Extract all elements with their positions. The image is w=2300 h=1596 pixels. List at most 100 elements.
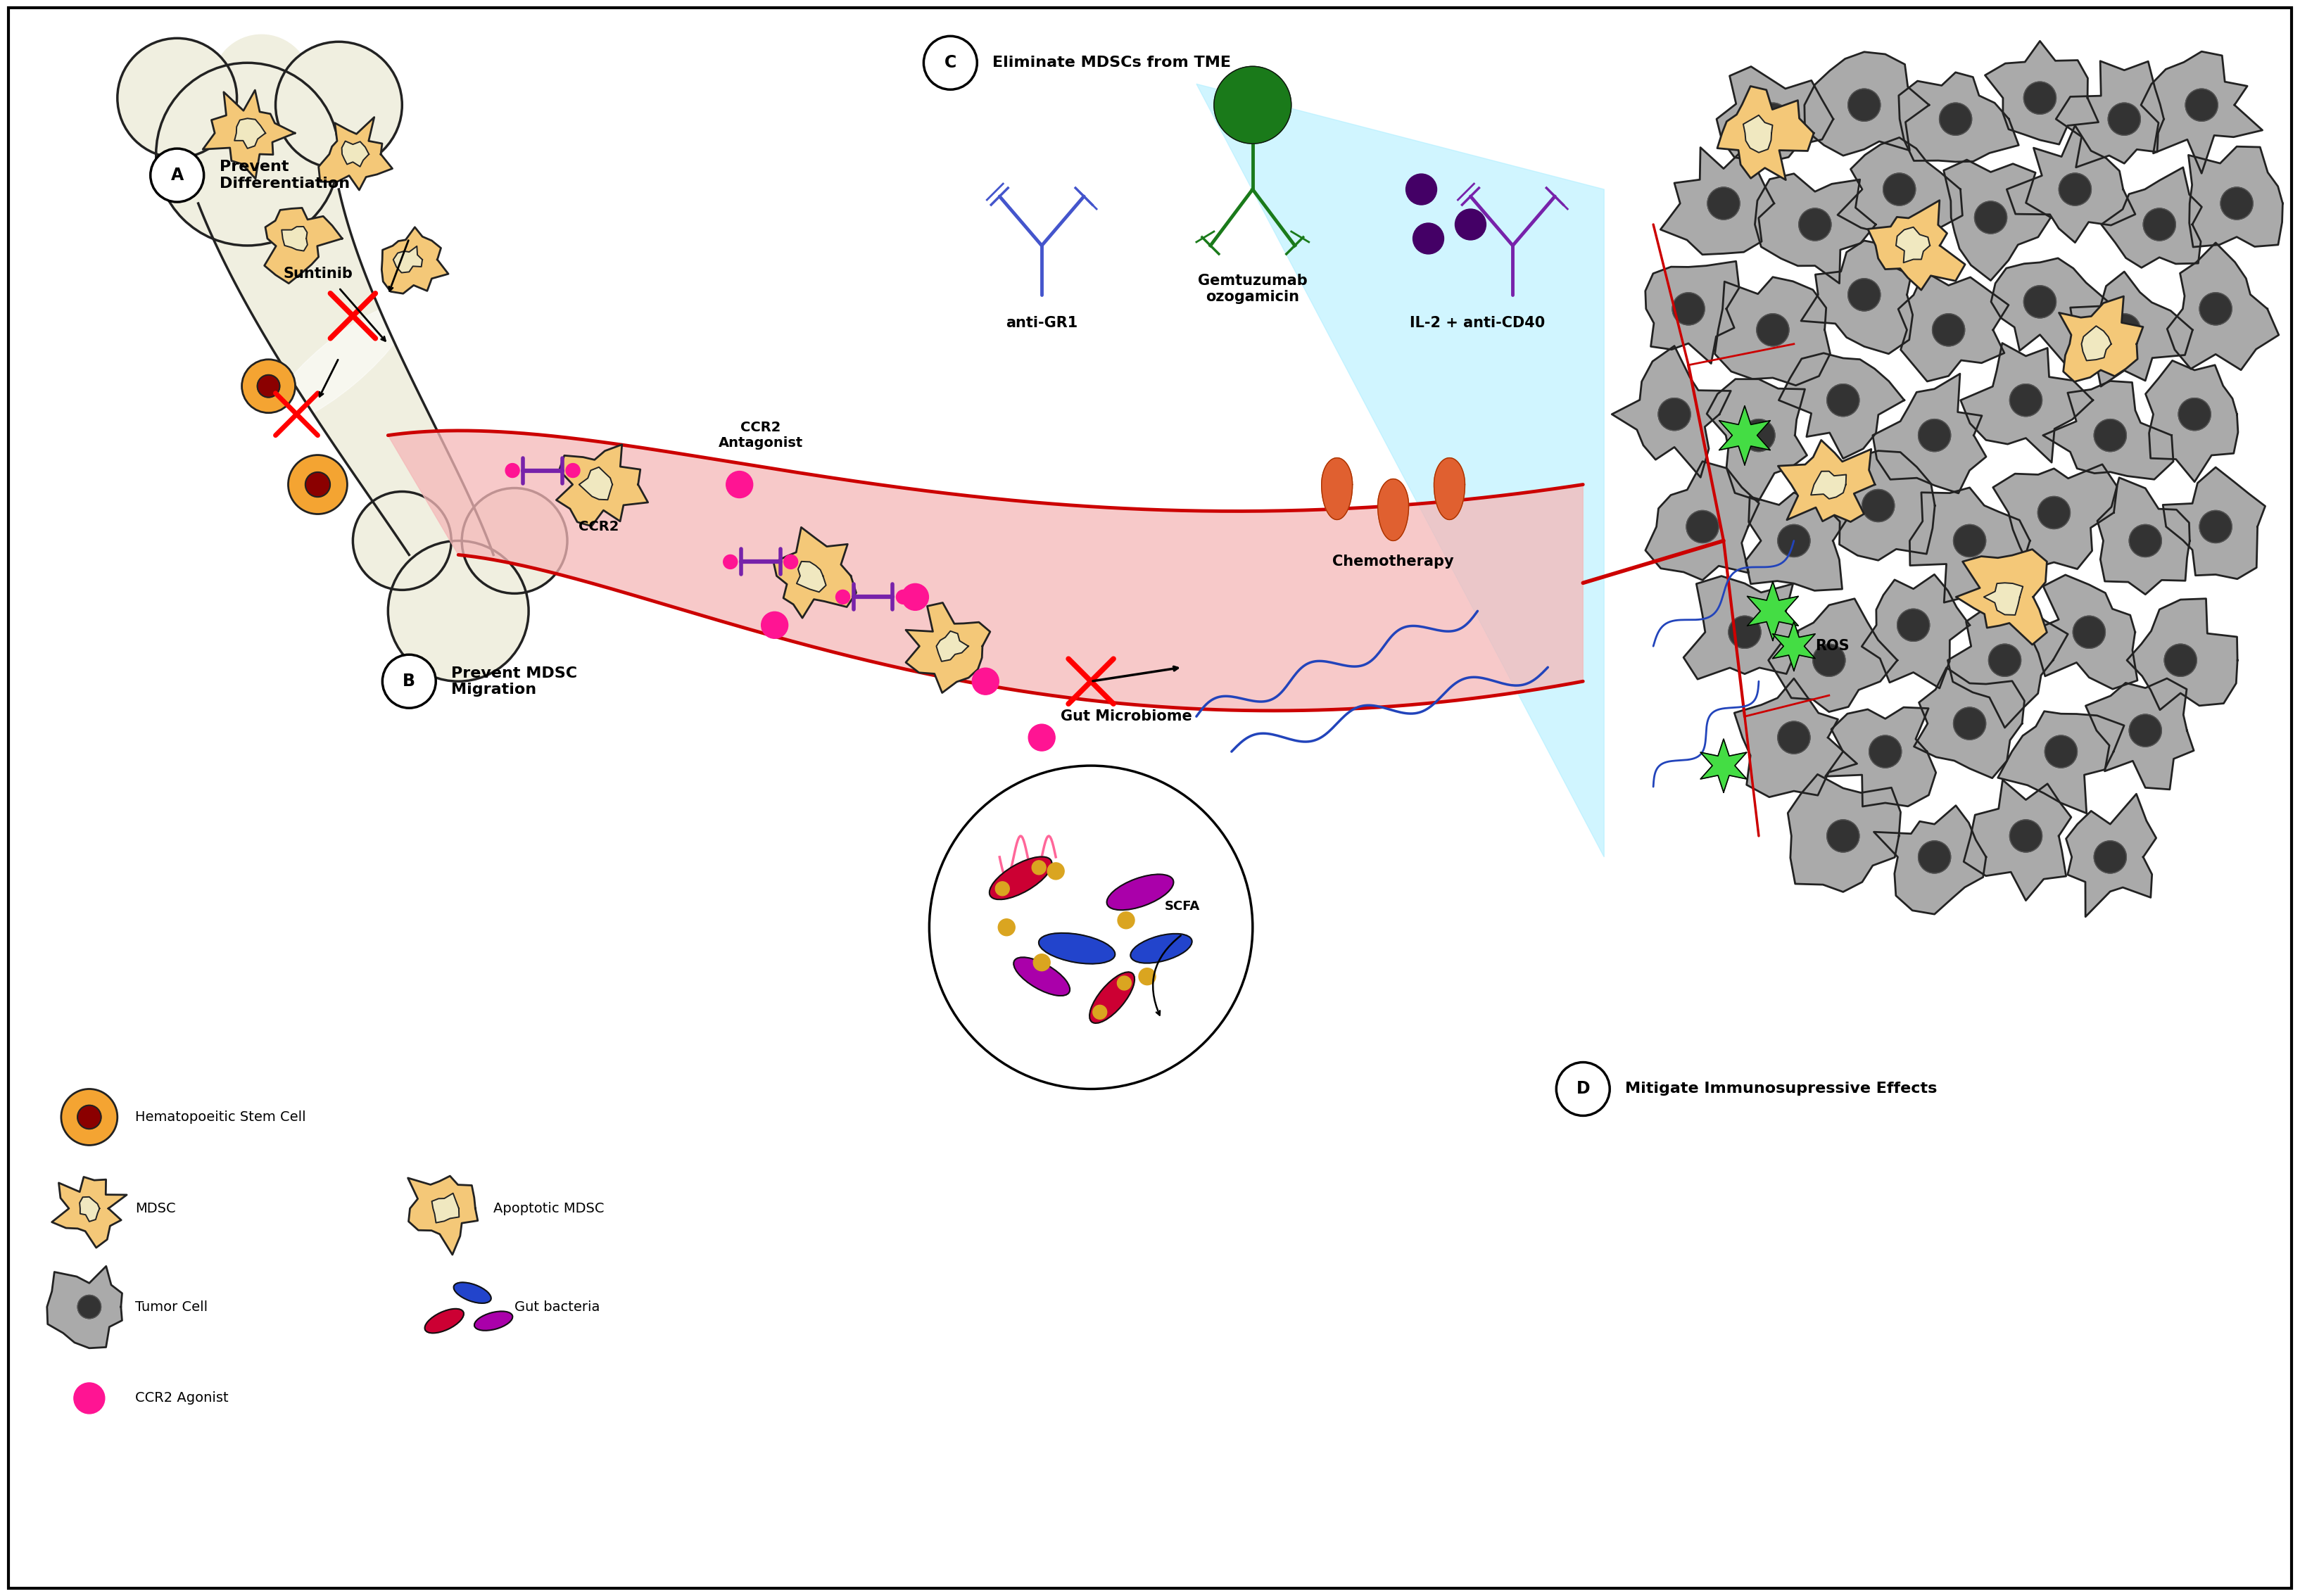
- Polygon shape: [1716, 67, 1833, 161]
- Circle shape: [1672, 292, 1704, 326]
- Polygon shape: [1985, 41, 2098, 144]
- Polygon shape: [1868, 201, 1964, 290]
- Circle shape: [242, 359, 294, 413]
- Polygon shape: [46, 1266, 122, 1349]
- Polygon shape: [2146, 361, 2238, 482]
- Polygon shape: [343, 140, 368, 166]
- Circle shape: [902, 584, 929, 610]
- Polygon shape: [2082, 326, 2111, 361]
- Circle shape: [1918, 841, 1950, 873]
- Circle shape: [2144, 209, 2176, 241]
- Circle shape: [2024, 286, 2056, 318]
- Circle shape: [1939, 102, 1971, 136]
- Circle shape: [1743, 420, 1776, 452]
- Circle shape: [2185, 89, 2217, 121]
- Polygon shape: [1838, 137, 1962, 243]
- Circle shape: [382, 654, 435, 709]
- Polygon shape: [936, 630, 968, 661]
- Polygon shape: [2042, 381, 2174, 479]
- Polygon shape: [1992, 259, 2109, 365]
- Circle shape: [2045, 736, 2077, 768]
- Polygon shape: [2187, 147, 2282, 247]
- Circle shape: [897, 591, 911, 603]
- Ellipse shape: [989, 857, 1051, 900]
- Circle shape: [973, 669, 998, 694]
- Polygon shape: [2162, 468, 2265, 579]
- Polygon shape: [1994, 464, 2116, 570]
- Polygon shape: [2070, 271, 2192, 386]
- Polygon shape: [773, 527, 856, 618]
- Text: CCR2
Antagonist: CCR2 Antagonist: [718, 421, 803, 450]
- Circle shape: [1658, 397, 1690, 431]
- Polygon shape: [393, 246, 423, 273]
- Polygon shape: [2141, 51, 2263, 174]
- Polygon shape: [53, 1176, 126, 1248]
- Circle shape: [1826, 820, 1858, 852]
- Circle shape: [1778, 721, 1810, 753]
- Polygon shape: [1806, 53, 1930, 156]
- Circle shape: [1918, 420, 1950, 452]
- Circle shape: [2072, 616, 2104, 648]
- Circle shape: [929, 766, 1254, 1088]
- Circle shape: [1138, 969, 1155, 985]
- Ellipse shape: [426, 1309, 465, 1333]
- Circle shape: [276, 41, 402, 168]
- Polygon shape: [1734, 678, 1856, 796]
- Circle shape: [1953, 707, 1985, 739]
- Text: Hematopoeitic Stem Cell: Hematopoeitic Stem Cell: [136, 1111, 306, 1124]
- Polygon shape: [1378, 479, 1408, 541]
- Circle shape: [1557, 1063, 1610, 1116]
- Polygon shape: [1661, 145, 1773, 255]
- Text: Eliminate MDSCs from TME: Eliminate MDSCs from TME: [994, 56, 1230, 70]
- Circle shape: [1033, 860, 1046, 875]
- Circle shape: [2199, 511, 2231, 543]
- Ellipse shape: [1106, 875, 1173, 910]
- Polygon shape: [1700, 739, 1746, 792]
- Circle shape: [1884, 172, 1916, 206]
- Polygon shape: [1909, 488, 2031, 603]
- Circle shape: [1778, 525, 1810, 557]
- Polygon shape: [1769, 598, 1898, 712]
- Ellipse shape: [1014, 958, 1070, 996]
- Circle shape: [2220, 187, 2254, 220]
- Circle shape: [2199, 292, 2231, 326]
- Polygon shape: [1748, 581, 1799, 640]
- Text: Chemotherapy: Chemotherapy: [1332, 555, 1454, 568]
- Polygon shape: [557, 445, 649, 527]
- Polygon shape: [1787, 774, 1900, 892]
- Circle shape: [2093, 841, 2128, 873]
- Polygon shape: [1874, 806, 1987, 915]
- Circle shape: [835, 591, 849, 603]
- Circle shape: [462, 488, 568, 594]
- Circle shape: [1405, 174, 1438, 204]
- Text: Gemtuzumab
ozogamicin: Gemtuzumab ozogamicin: [1198, 273, 1306, 305]
- Polygon shape: [2102, 168, 2201, 268]
- Polygon shape: [1810, 471, 1847, 500]
- Circle shape: [506, 463, 520, 477]
- Circle shape: [722, 555, 738, 568]
- Polygon shape: [2029, 575, 2137, 689]
- Circle shape: [1412, 223, 1444, 254]
- Circle shape: [1118, 977, 1132, 990]
- Circle shape: [212, 35, 311, 132]
- Circle shape: [1953, 525, 1985, 557]
- Circle shape: [1847, 89, 1881, 121]
- Polygon shape: [1824, 450, 1934, 560]
- Polygon shape: [2128, 598, 2238, 710]
- Polygon shape: [1955, 549, 2047, 645]
- Circle shape: [389, 541, 529, 681]
- Circle shape: [2109, 314, 2141, 346]
- Polygon shape: [1895, 227, 1930, 263]
- Text: C: C: [945, 54, 957, 72]
- Polygon shape: [2056, 61, 2164, 168]
- Text: Gut Microbiome: Gut Microbiome: [1060, 710, 1191, 723]
- Circle shape: [1826, 385, 1858, 417]
- Circle shape: [1033, 954, 1051, 970]
- Text: CCR2: CCR2: [580, 520, 619, 533]
- Text: Suntinib: Suntinib: [283, 267, 352, 281]
- Circle shape: [2024, 81, 2056, 115]
- Circle shape: [2010, 385, 2042, 417]
- Polygon shape: [2058, 297, 2144, 381]
- Circle shape: [288, 455, 347, 514]
- Polygon shape: [2086, 678, 2194, 790]
